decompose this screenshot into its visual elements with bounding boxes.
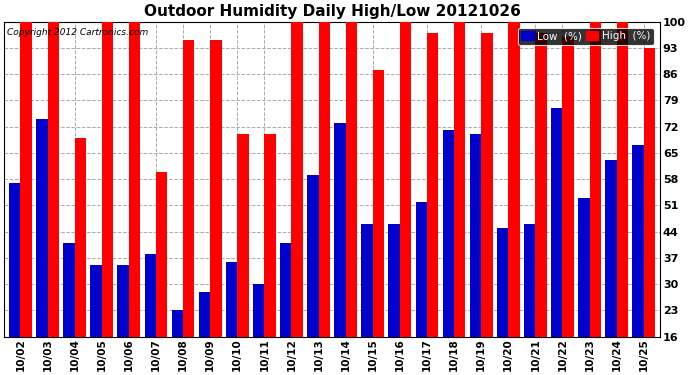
Bar [291, 22, 303, 337]
Bar [427, 33, 438, 337]
Bar [454, 22, 466, 337]
Bar [400, 22, 411, 337]
Bar [633, 146, 644, 337]
Bar [145, 254, 156, 337]
Bar [481, 33, 493, 337]
Bar [388, 224, 400, 337]
Bar [319, 22, 330, 337]
Bar [264, 134, 276, 337]
Bar [346, 22, 357, 337]
Legend: Low  (%), High  (%): Low (%), High (%) [518, 27, 653, 45]
Text: Copyright 2012 Cartronics.com: Copyright 2012 Cartronics.com [8, 28, 149, 37]
Bar [129, 22, 140, 337]
Bar [362, 224, 373, 337]
Bar [226, 262, 237, 337]
Bar [48, 22, 59, 337]
Bar [156, 172, 168, 337]
Bar [617, 22, 628, 337]
Bar [373, 70, 384, 337]
Bar [605, 160, 617, 337]
Bar [172, 310, 183, 337]
Bar [535, 33, 546, 337]
Bar [9, 183, 21, 337]
Bar [562, 37, 574, 337]
Bar [524, 224, 535, 337]
Bar [101, 22, 113, 337]
Bar [183, 40, 195, 337]
Bar [75, 138, 86, 337]
Bar [199, 292, 210, 337]
Bar [21, 22, 32, 337]
Bar [497, 228, 509, 337]
Bar [470, 134, 481, 337]
Bar [415, 202, 427, 337]
Bar [644, 48, 655, 337]
Bar [280, 243, 291, 337]
Bar [334, 123, 346, 337]
Bar [578, 198, 589, 337]
Bar [210, 40, 221, 337]
Bar [63, 243, 75, 337]
Bar [237, 134, 248, 337]
Bar [509, 22, 520, 337]
Bar [589, 22, 601, 337]
Bar [443, 130, 454, 337]
Bar [307, 176, 319, 337]
Bar [253, 284, 264, 337]
Bar [117, 266, 129, 337]
Title: Outdoor Humidity Daily High/Low 20121026: Outdoor Humidity Daily High/Low 20121026 [144, 4, 520, 19]
Bar [36, 119, 48, 337]
Bar [90, 266, 101, 337]
Bar [551, 108, 562, 337]
